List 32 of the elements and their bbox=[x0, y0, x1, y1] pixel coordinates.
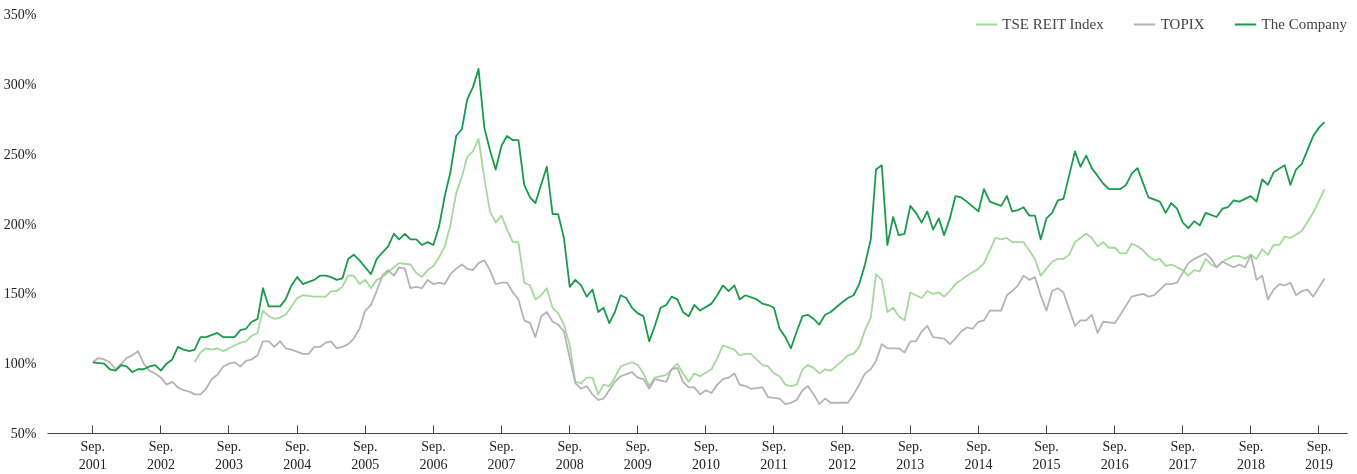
legend-label: The Company bbox=[1261, 15, 1347, 33]
x-tick-label: Sep. 2005 bbox=[351, 438, 380, 472]
x-tick-label: Sep. 2003 bbox=[214, 438, 243, 472]
x-tick-label: Sep. 2019 bbox=[1304, 438, 1333, 472]
x-tick-label: Sep. 2011 bbox=[760, 438, 788, 472]
legend-label: TSE REIT Index bbox=[1002, 15, 1104, 33]
y-tick-label: 200% bbox=[3, 216, 37, 232]
y-tick-label: 350% bbox=[3, 7, 37, 22]
x-tick-label: Sep. 2002 bbox=[146, 438, 175, 472]
x-tick-label: Sep. 2004 bbox=[283, 438, 312, 472]
line-series bbox=[91, 252, 1326, 406]
x-tick-label: Sep. 2018 bbox=[1236, 438, 1265, 472]
x-tick-label: Sep. 2010 bbox=[691, 438, 720, 472]
y-tick-label: 100% bbox=[3, 356, 37, 372]
x-tick-label: Sep. 2008 bbox=[555, 438, 584, 472]
x-tick-label: Sep. 2007 bbox=[487, 438, 516, 472]
y-tick-label: 150% bbox=[3, 286, 37, 302]
line-series bbox=[193, 137, 1326, 396]
x-tick-label: Sep. 2015 bbox=[1032, 438, 1061, 472]
y-tick-label: 50% bbox=[10, 426, 37, 441]
x-tick-label: Sep. 2006 bbox=[419, 438, 448, 472]
y-tick-label: 250% bbox=[3, 146, 37, 162]
x-tick-label: Sep. 2013 bbox=[896, 438, 925, 472]
x-tick-label: Sep. 2014 bbox=[964, 438, 993, 472]
x-tick-label: Sep. 2017 bbox=[1168, 438, 1197, 472]
x-tick-label: Sep. 2016 bbox=[1100, 438, 1129, 472]
x-tick-label: Sep. 2009 bbox=[623, 438, 652, 472]
y-tick-label: 300% bbox=[3, 76, 37, 92]
legend-label: TOPIX bbox=[1160, 15, 1205, 33]
x-tick-label: Sep. 2012 bbox=[828, 438, 857, 472]
x-tick-label: Sep. 2001 bbox=[78, 438, 107, 472]
line-series bbox=[91, 68, 1326, 373]
